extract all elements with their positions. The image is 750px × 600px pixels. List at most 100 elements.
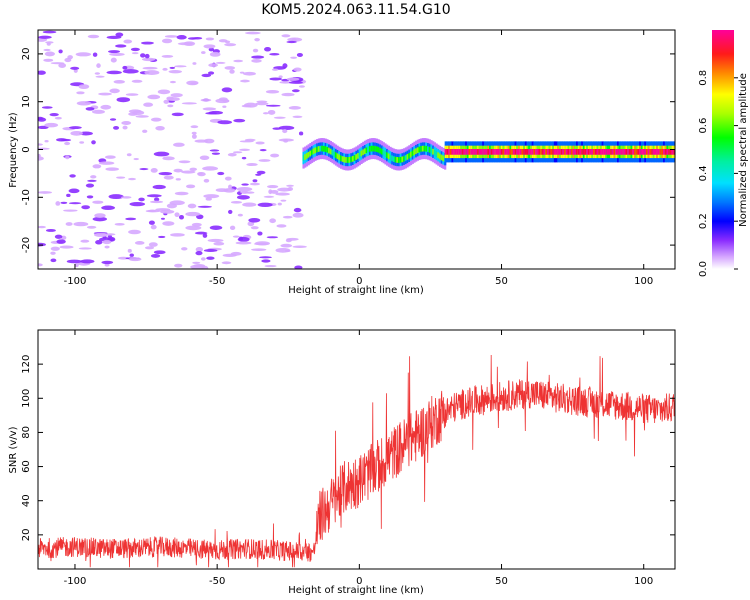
heatmap-cell — [278, 75, 283, 79]
heatmap-cell — [50, 62, 65, 65]
heatmap-cell — [365, 147, 368, 154]
heatmap-cell — [408, 152, 411, 159]
heatmap-cell — [480, 149, 483, 155]
heatmap-cell — [567, 149, 570, 155]
heatmap-cell — [261, 259, 271, 263]
spectrogram-x-label: Height of straight line (km) — [288, 285, 424, 296]
heatmap-cell — [506, 149, 509, 155]
heatmap-cell — [208, 63, 219, 68]
heatmap-cell — [162, 67, 168, 71]
heatmap-cell — [73, 221, 89, 227]
heatmap-cell — [161, 38, 173, 44]
heatmap-cell — [248, 218, 261, 223]
heatmap-cell — [264, 264, 277, 268]
heatmap-cell — [224, 43, 237, 47]
heatmap-cell — [401, 156, 404, 163]
heatmap-cell — [76, 101, 92, 106]
heatmap-cell — [382, 149, 385, 156]
heatmap-cell — [403, 155, 406, 162]
heatmap-cell — [173, 168, 183, 173]
heatmap-cell — [372, 145, 375, 152]
heatmap-cell — [492, 149, 495, 155]
heatmap-cell — [526, 149, 529, 155]
heatmap-cell — [131, 79, 143, 83]
heatmap-cell — [296, 52, 303, 57]
snr-y-ticks: 20 40 60 80 100 120 — [21, 355, 675, 541]
heatmap-cell — [369, 146, 372, 152]
snr-x-ticks: -100 -50 0 50 100 — [64, 330, 653, 587]
heatmap-cell — [78, 247, 92, 250]
heatmap-cell — [206, 256, 215, 260]
heatmap-cell — [122, 69, 139, 74]
heatmap-cell — [230, 201, 243, 204]
heatmap-cell — [282, 215, 293, 219]
heatmap-cell — [64, 141, 71, 146]
heatmap-cell — [107, 50, 121, 54]
heatmap-cell — [38, 35, 52, 39]
heatmap-cell — [548, 149, 551, 155]
heatmap-cell — [139, 168, 149, 171]
heatmap-cell — [281, 34, 291, 38]
heatmap-cell — [294, 265, 303, 269]
heatmap-cell — [109, 118, 117, 121]
heatmap-cell — [205, 37, 215, 41]
colorbar-tick-label: 0.0 — [698, 261, 709, 277]
heatmap-cell — [123, 39, 133, 44]
heatmap-cell — [229, 225, 236, 231]
heatmap-cell — [630, 149, 633, 155]
heatmap-cell — [69, 126, 82, 130]
heatmap-cell — [155, 208, 171, 211]
heatmap-cell — [292, 115, 303, 119]
heatmap-cell — [433, 149, 437, 156]
heatmap-cell — [545, 149, 548, 155]
heatmap-cell — [421, 145, 425, 152]
heatmap-cell — [227, 152, 237, 157]
heatmap-cell — [576, 149, 579, 155]
heatmap-cell — [543, 149, 546, 155]
heatmap-cell — [304, 154, 307, 160]
colorbar-tick-label: 0.8 — [698, 70, 709, 86]
heatmap-cell — [245, 31, 261, 35]
heatmap-cell — [664, 149, 667, 155]
x-tick-label: 100 — [634, 576, 653, 587]
heatmap-cell — [589, 149, 592, 155]
heatmap-cell — [129, 202, 146, 207]
heatmap-cell — [351, 155, 355, 162]
heatmap-cell — [500, 149, 504, 155]
heatmap-cell — [611, 149, 615, 155]
heatmap-cell — [461, 149, 464, 155]
heatmap-cell — [128, 229, 141, 235]
heatmap-cell — [331, 149, 334, 156]
heatmap-cell — [86, 195, 94, 199]
heatmap-cell — [189, 167, 198, 172]
heatmap-cell — [288, 81, 303, 84]
heatmap-cell — [122, 125, 128, 130]
heatmap-cell — [209, 149, 220, 152]
heatmap-cell — [68, 188, 80, 194]
heatmap-cell — [278, 125, 295, 130]
heatmap-cell — [194, 139, 209, 143]
heatmap-cell — [386, 152, 389, 158]
heatmap-cell — [203, 138, 215, 144]
heatmap-cell — [285, 238, 292, 243]
heatmap-cell — [570, 149, 574, 155]
heatmap-cell — [202, 166, 219, 171]
heatmap-cell — [572, 149, 575, 155]
heatmap-cell — [666, 149, 669, 155]
heatmap-cell — [120, 196, 132, 199]
heatmap-cell — [307, 151, 310, 158]
heatmap-cell — [201, 73, 212, 78]
heatmap-cell — [224, 66, 236, 70]
heatmap-cell — [199, 155, 210, 160]
heatmap-cell — [647, 149, 650, 155]
heatmap-cell — [490, 149, 493, 155]
heatmap-cell — [93, 232, 109, 237]
heatmap-cell — [185, 225, 202, 231]
heatmap-cell — [65, 222, 73, 226]
heatmap-cell — [471, 149, 475, 155]
heatmap-cell — [203, 44, 216, 49]
heatmap-cell — [78, 84, 90, 90]
heatmap-cell — [75, 52, 92, 57]
heatmap-cell — [86, 225, 97, 229]
heatmap-cell — [605, 149, 608, 155]
